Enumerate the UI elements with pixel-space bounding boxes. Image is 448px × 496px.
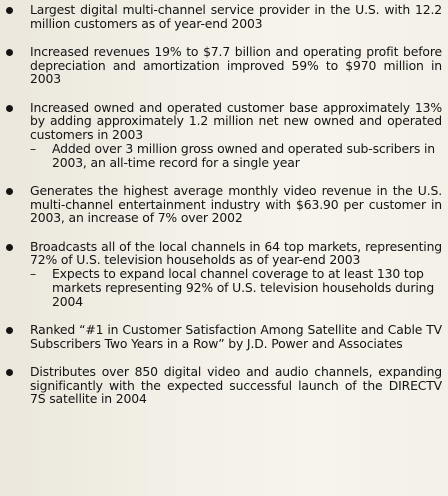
bullet-dot-icon: [6, 326, 13, 334]
bullet-dot-icon: [6, 48, 13, 56]
sub-bullet-item: – Added over 3 million gross owned and o…: [30, 142, 442, 170]
bullet-item-video-revenue: Generates the highest average monthly vi…: [0, 182, 448, 226]
bullet-text: Increased revenues 19% to $7.7 billion a…: [30, 43, 442, 87]
bullet-dot-icon: [6, 368, 13, 376]
sub-bullet-list: – Expects to expand local channel covera…: [30, 266, 442, 309]
bullet-text: Broadcasts all of the local channels in …: [30, 238, 442, 268]
sub-bullet-text: Expects to expand local channel coverage…: [52, 266, 435, 309]
bullet-item-revenues: Increased revenues 19% to $7.7 billion a…: [0, 43, 448, 87]
bullet-text: Generates the highest average monthly vi…: [30, 182, 442, 226]
sub-bullet-item: – Expects to expand local channel covera…: [30, 266, 442, 309]
dash-icon: –: [30, 140, 37, 156]
bullet-item-customer-base: Increased owned and operated customer ba…: [0, 99, 448, 170]
bullet-dot-icon: [6, 104, 13, 112]
bullet-dot-icon: [6, 187, 13, 195]
bullet-item-customer-satisfaction: Ranked “#1 in Customer Satisfaction Amon…: [0, 323, 448, 351]
sub-bullet-text: Added over 3 million gross owned and ope…: [52, 140, 435, 170]
bullet-dot-icon: [6, 243, 13, 251]
bullet-text: Largest digital multi-channel service pr…: [30, 2, 442, 31]
dash-icon: –: [30, 266, 37, 282]
bullet-item-largest-provider: Largest digital multi-channel service pr…: [0, 0, 448, 31]
bullet-text: Increased owned and operated customer ba…: [30, 99, 442, 143]
bullet-dot-icon: [6, 7, 13, 14]
bullet-list: Largest digital multi-channel service pr…: [0, 0, 448, 407]
bullet-text: Ranked “#1 in Customer Satisfaction Amon…: [30, 321, 442, 351]
bullet-item-channels: Distributes over 850 digital video and a…: [0, 363, 448, 407]
bullet-text: Distributes over 850 digital video and a…: [30, 363, 442, 407]
bullet-item-local-channels: Broadcasts all of the local channels in …: [0, 238, 448, 309]
sub-bullet-list: – Added over 3 million gross owned and o…: [30, 142, 442, 170]
